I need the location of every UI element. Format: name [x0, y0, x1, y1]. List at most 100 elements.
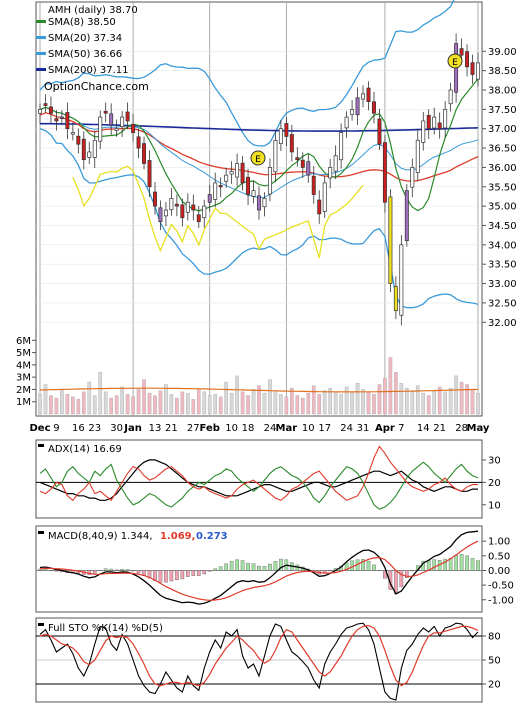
x-axis-label: 24 [264, 423, 277, 434]
volume-bar [465, 384, 469, 415]
candle-body [229, 170, 234, 175]
x-axis-label: 28 [455, 423, 468, 434]
volume-bar [432, 390, 437, 415]
adx-axis-ticks: 30 20 10 [482, 455, 501, 511]
macd-histogram-bar [175, 570, 179, 581]
volume-bar [60, 389, 64, 415]
candle-body [174, 203, 179, 207]
volume-bar [147, 392, 152, 415]
candle-body [273, 139, 278, 173]
volume-bar [273, 390, 278, 415]
macd-histogram-bar [262, 566, 267, 571]
price-tick-label: 37.50 [488, 105, 517, 116]
volume-bar [405, 388, 409, 415]
macd-histogram-bar [465, 555, 469, 571]
volume-bar [394, 372, 398, 415]
macd-histogram-bar [366, 560, 371, 571]
volume-bar [71, 396, 75, 415]
legend-swatch [36, 36, 46, 39]
macd-histogram-bar [224, 563, 228, 571]
volume-bar [350, 392, 354, 415]
volume-bar [476, 392, 480, 415]
macd-tick-label: 0.50 [488, 551, 510, 562]
x-axis-labels: Dec 9 16 23 30 Jan 13 21 27 Feb 10 18 24 Mar 10 17 24 31 A… [29, 423, 489, 434]
price-tick-label: 32.50 [488, 298, 517, 309]
macd-histogram-bar [279, 558, 283, 571]
adx-panel-frame [35, 439, 483, 519]
candle-body [404, 190, 409, 242]
sto-axis-ticks: 80 50 20 [482, 632, 501, 691]
macd-histogram-bar [125, 569, 130, 571]
macd-histogram-bar [235, 559, 239, 571]
candle-body [257, 195, 261, 211]
macd-histogram-bar [186, 570, 190, 577]
x-axis-label: Apr [375, 423, 395, 434]
earnings-marker-label: E [452, 58, 458, 68]
macd-histogram-bar [180, 570, 185, 580]
volume-bar [300, 397, 305, 415]
macd-tick-label: 1.00 [488, 537, 510, 548]
macd-histogram-bar [432, 559, 437, 571]
volume-bar [235, 375, 239, 415]
macd-histogram-bar [120, 569, 124, 571]
candle-body [339, 132, 344, 161]
volume-bar [279, 394, 283, 415]
macd-histogram-bar [470, 558, 475, 571]
earnings-marker-label: E [255, 155, 261, 165]
volume-bar [186, 392, 190, 415]
macd-histogram-bar [372, 564, 376, 571]
macd-histogram-bar [410, 570, 415, 572]
candlesticks [38, 33, 480, 326]
macd-histogram-bar [131, 570, 135, 572]
volume-bar [295, 395, 300, 415]
candle-body [48, 106, 53, 114]
price-tick-label: 33.00 [488, 279, 517, 290]
candle-body [437, 122, 442, 130]
candle-body [142, 143, 146, 164]
price-tick-label: 35.50 [488, 182, 517, 193]
candle-body [125, 111, 130, 122]
price-gridlines [36, 50, 482, 323]
volume-bar [175, 397, 179, 415]
volume-bar [120, 386, 124, 415]
volume-bar [257, 385, 261, 415]
volume-bar [202, 391, 207, 415]
x-axis-label: 16 [72, 423, 85, 434]
x-axis-label: 10 [225, 423, 238, 434]
macd-histogram-bar [207, 570, 212, 572]
volume-bar [322, 390, 327, 415]
x-axis-label: May [467, 423, 490, 434]
volume-bar [284, 396, 289, 415]
volume-bar [410, 391, 415, 415]
volume-bar [246, 395, 250, 415]
sto-k-line [39, 622, 479, 701]
volume-bar [65, 394, 70, 415]
volume-bar [383, 378, 387, 415]
candle-body [191, 204, 196, 211]
x-axis-label: 31 [357, 423, 370, 434]
volume-bar [388, 357, 393, 415]
volume-bar [191, 399, 196, 415]
volume-bar [114, 395, 119, 415]
x-axis-label: 21 [165, 423, 178, 434]
macd-histogram-bar [273, 561, 278, 571]
sto-tick-label: 80 [488, 632, 501, 643]
candle-body [284, 123, 289, 137]
volume-bar [81, 391, 86, 415]
volume-bar [109, 397, 113, 415]
macd-histogram-bar [54, 570, 59, 572]
macd-histogram-bar [196, 570, 201, 576]
x-axis-label: 7 [398, 423, 404, 434]
candle-body [415, 139, 420, 173]
macd-tick-label: -0.50 [488, 581, 514, 592]
macd-histogram-bar [377, 569, 382, 571]
legend: SMA(8) 38.50 SMA(20) 37.34 SMA(50) 36.66… [36, 17, 149, 93]
candle-body [92, 139, 97, 158]
candle-body [377, 118, 382, 145]
candle-body [465, 51, 470, 68]
sto-title: Full STO %K(14) %D(5) [48, 623, 163, 634]
macd-histogram-bar [344, 562, 349, 571]
macd-histogram-bar [399, 570, 404, 588]
candle-body [158, 207, 163, 222]
